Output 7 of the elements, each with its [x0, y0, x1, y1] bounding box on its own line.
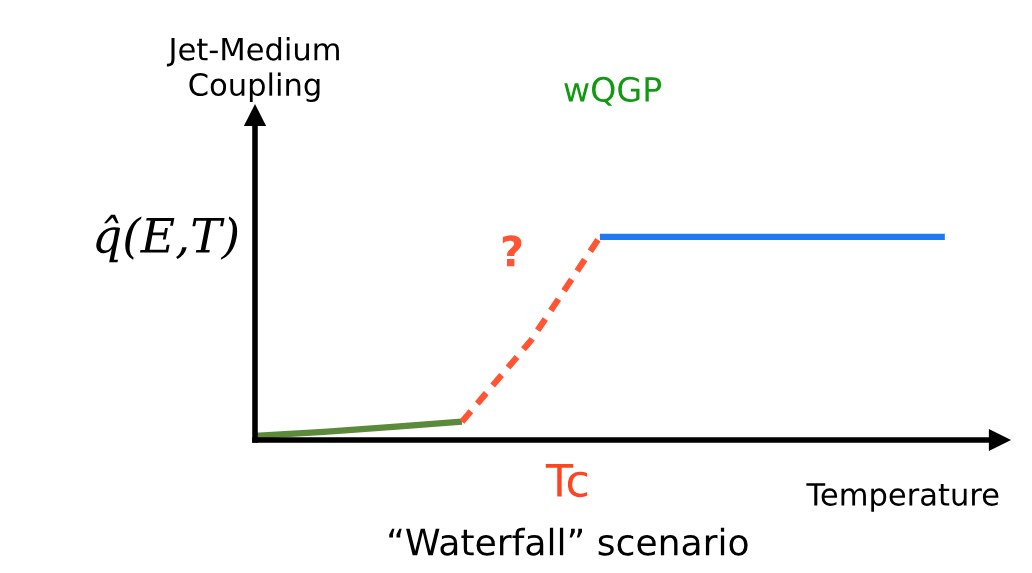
y-axis-title: Jet-Medium Coupling — [166, 37, 339, 102]
text: q̂(E,T) — [96, 214, 238, 263]
text: “Waterfall” scenario — [389, 527, 748, 556]
text: wQGP — [564, 76, 662, 106]
x-axis-title: Temperature — [806, 483, 999, 512]
text: Tc — [545, 464, 588, 498]
annotation: ? — [502, 235, 522, 267]
